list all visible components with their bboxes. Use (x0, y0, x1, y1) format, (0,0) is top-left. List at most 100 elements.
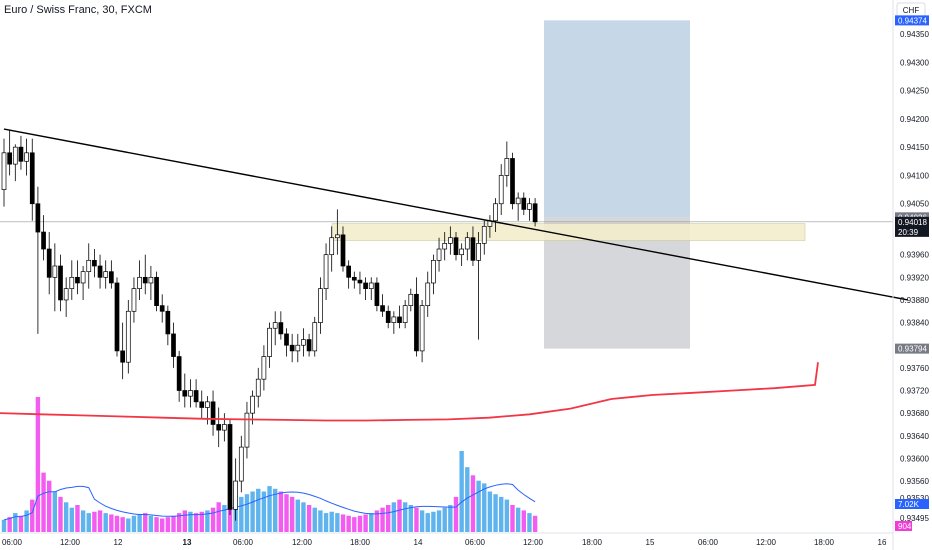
candle-body (176, 356, 182, 391)
candle-body (408, 293, 414, 306)
volume-bar (386, 505, 391, 532)
price-tick-label: 0.93720 (900, 387, 929, 396)
volume-bar (448, 505, 453, 532)
candle-body (335, 234, 340, 239)
volume-bar (222, 505, 227, 532)
volume-bar (193, 513, 199, 532)
candle-body (244, 412, 250, 448)
volume-bar (239, 496, 244, 532)
volume-bar (176, 513, 182, 532)
candle-body (340, 234, 346, 267)
overlays[interactable] (0, 128, 909, 422)
volume-bar (210, 507, 216, 532)
candle-body (238, 446, 244, 482)
candle-body (142, 276, 148, 284)
candles (1, 130, 538, 521)
volume-bar (323, 513, 329, 532)
volume-bar (273, 488, 278, 532)
candle-body (289, 344, 295, 352)
volume-bar (346, 515, 351, 532)
volume-ma-line (3, 483, 536, 521)
volume-bar (24, 510, 29, 532)
volume-bar (97, 510, 103, 532)
volume-bar (52, 491, 58, 532)
time-tick-label: 18:00 (350, 538, 371, 547)
candle-body (459, 248, 464, 256)
candle-body (368, 282, 374, 289)
candle-body (148, 276, 154, 284)
position-zones[interactable] (0, 20, 893, 349)
volume-bar (482, 483, 487, 532)
volume-badge-2: 904 (898, 522, 912, 531)
supply-zone[interactable] (331, 223, 806, 241)
candle-body (476, 243, 481, 261)
volume-bar (154, 517, 159, 532)
current-price-badge: 0.94018 (898, 218, 927, 227)
volume-bar (532, 515, 538, 532)
candle-body (52, 265, 58, 278)
candle-body (80, 271, 86, 284)
time-tick-label: 06:00 (465, 538, 486, 547)
time-axis[interactable]: 06:00 12:00 12 13 06:00 12:00 18:00 14 06:00 12:0… (0, 532, 893, 547)
price-tick-label: 0.94100 (900, 171, 929, 180)
volume-bar (391, 502, 397, 532)
volume-bar (148, 515, 154, 532)
volume-bar (306, 505, 312, 532)
trendline[interactable] (3, 128, 909, 301)
volume-bar (408, 505, 413, 532)
volume-bar (318, 510, 323, 532)
volume-bar (13, 513, 18, 532)
candle-body (250, 395, 255, 414)
volume-bar (182, 510, 187, 532)
target-price-badge: 0.94374 (898, 16, 927, 25)
candle-body (385, 310, 391, 323)
candle-body (75, 276, 80, 284)
volume-bar (402, 502, 408, 532)
candle-body (470, 237, 476, 261)
candle-body (532, 203, 538, 223)
volume-bar (352, 517, 357, 532)
price-axis[interactable]: CHF 0.94350 0.94300 0.94250 0.94200 0.94150 0.… (892, 0, 929, 550)
price-tick-label: 0.93640 (900, 432, 929, 441)
volume-bar (289, 496, 295, 532)
candle-body (374, 282, 380, 306)
volume-bar (521, 510, 526, 532)
volume-bar (216, 502, 221, 532)
candle-body (131, 288, 137, 312)
volume-bar (92, 511, 97, 532)
volume-bar (267, 486, 272, 532)
volume-bar (171, 515, 176, 532)
candle-body (29, 152, 35, 205)
price-tick-label: 0.94300 (900, 58, 929, 67)
volume-bar (86, 513, 91, 532)
time-tick-label: 18:00 (582, 538, 603, 547)
time-tick-label: 06:00 (233, 538, 254, 547)
candle-body (255, 378, 261, 397)
volume-bar (143, 513, 148, 532)
volume-bar (41, 472, 46, 532)
candle-body (351, 276, 357, 281)
price-tick-label: 0.93680 (900, 409, 929, 418)
candle-body (114, 282, 120, 352)
candle-body (346, 265, 351, 278)
price-tick-label: 0.93840 (900, 319, 929, 328)
candle-body (171, 333, 176, 357)
candle-body (41, 231, 46, 250)
candle-body (510, 158, 515, 205)
currency-label[interactable]: CHF (903, 6, 920, 15)
price-tick-label: 0.93600 (900, 454, 929, 463)
volume-bar (465, 467, 470, 532)
candle-body (24, 152, 29, 162)
candle-body (63, 288, 69, 301)
price-tick-label: 0.93880 (900, 296, 929, 305)
target-zone[interactable] (544, 20, 690, 218)
volume-bar (340, 514, 346, 532)
volume-bar (369, 513, 374, 532)
candle-body (329, 237, 335, 256)
volume-bar (459, 451, 464, 532)
volume-bar (137, 514, 142, 532)
volume-bar (487, 491, 493, 532)
volume-bar (7, 517, 12, 532)
volume-bar (47, 480, 52, 532)
